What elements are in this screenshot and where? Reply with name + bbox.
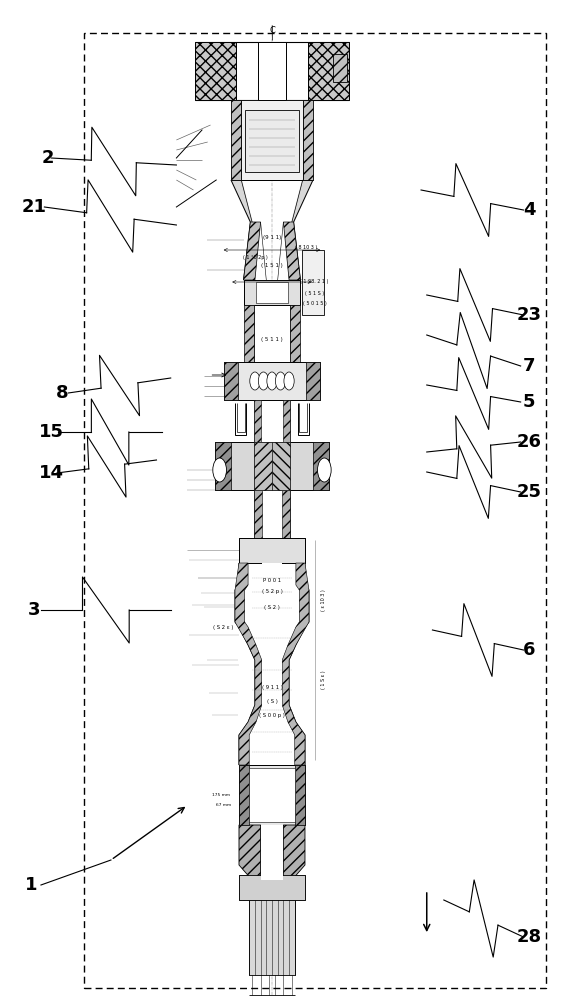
Circle shape [258, 372, 269, 390]
Polygon shape [272, 442, 290, 490]
Bar [256, 282, 288, 303]
Polygon shape [313, 442, 329, 490]
Text: ( 1 28. 2 1 ): ( 1 28. 2 1 ) [300, 279, 329, 284]
Text: ( 9 1 1 ): ( 9 1 1 ) [262, 686, 282, 690]
Text: 28: 28 [517, 928, 542, 946]
Text: ( 1 S ε ): ( 1 S ε ) [321, 671, 325, 689]
Text: ( 5 0 1 5 ): ( 5 0 1 5 ) [303, 300, 327, 306]
Polygon shape [295, 538, 305, 563]
Bar [231, 100, 241, 180]
Polygon shape [306, 362, 320, 400]
Polygon shape [239, 538, 249, 563]
Polygon shape [283, 222, 300, 280]
Polygon shape [224, 362, 238, 400]
Text: ( S 2 ): ( S 2 ) [264, 605, 280, 610]
Polygon shape [254, 400, 261, 445]
Circle shape [318, 458, 331, 482]
Text: C: C [269, 26, 275, 35]
Text: 23: 23 [517, 306, 542, 324]
Text: ( 1 °0 2p ): ( 1 °0 2p ) [242, 255, 267, 260]
Bar [215, 442, 329, 490]
Text: 6: 6 [523, 641, 535, 659]
Text: 2: 2 [42, 149, 55, 167]
Polygon shape [244, 222, 261, 280]
Text: ( 5 1 1 ): ( 5 1 1 ) [261, 338, 283, 342]
Bar [244, 280, 300, 305]
Bar [333, 54, 347, 82]
Circle shape [267, 372, 277, 390]
Text: 3: 3 [28, 601, 40, 619]
Polygon shape [231, 180, 252, 222]
Polygon shape [239, 825, 261, 880]
Circle shape [250, 372, 260, 390]
Text: 8: 8 [56, 384, 69, 402]
Text: P 0 0 1: P 0 0 1 [263, 578, 281, 582]
Bar [254, 490, 290, 540]
Bar [254, 305, 290, 365]
Polygon shape [235, 563, 262, 765]
Circle shape [284, 372, 294, 390]
Bar [249, 900, 295, 975]
Polygon shape [239, 765, 249, 825]
Bar [258, 42, 286, 100]
Text: 25: 25 [517, 483, 542, 501]
Text: ( ε 10 3 ): ( ε 10 3 ) [321, 589, 325, 611]
Bar [261, 825, 283, 880]
Text: ( 8 10 3 ): ( 8 10 3 ) [295, 245, 318, 250]
Polygon shape [283, 400, 290, 445]
Polygon shape [295, 765, 305, 825]
Bar [302, 250, 324, 315]
Text: 21: 21 [22, 198, 47, 216]
Text: 175 mm: 175 mm [212, 793, 230, 797]
Bar [224, 362, 320, 400]
Polygon shape [282, 490, 290, 540]
Polygon shape [283, 825, 305, 880]
Polygon shape [290, 305, 300, 365]
Text: 7: 7 [523, 357, 535, 375]
Text: 1: 1 [25, 876, 38, 894]
Bar [308, 42, 349, 100]
Circle shape [275, 372, 286, 390]
Bar [249, 768, 295, 822]
Text: 14: 14 [39, 464, 64, 482]
Text: ( S 0 0 p ): ( S 0 0 p ) [259, 712, 285, 718]
Polygon shape [292, 180, 313, 222]
Bar [262, 563, 282, 765]
Polygon shape [254, 490, 262, 540]
Polygon shape [244, 280, 255, 305]
Bar [84, 33, 546, 988]
Bar [254, 442, 290, 490]
Polygon shape [244, 305, 254, 365]
Text: 15: 15 [39, 423, 64, 441]
Bar [245, 110, 299, 172]
Polygon shape [215, 442, 231, 490]
Polygon shape [254, 442, 272, 490]
Bar [239, 875, 305, 900]
Polygon shape [289, 280, 300, 305]
Polygon shape [295, 875, 305, 900]
Bar [254, 400, 290, 445]
Text: 26: 26 [517, 433, 542, 451]
Text: ( S 2 ε ): ( S 2 ε ) [213, 626, 234, 631]
Text: ( 1 5 1 ): ( 1 5 1 ) [261, 262, 283, 267]
Text: 67 mm: 67 mm [216, 803, 231, 807]
Text: ( 5 1 S ): ( 5 1 S ) [305, 290, 324, 296]
Text: ( S ): ( S ) [266, 700, 278, 704]
Polygon shape [282, 563, 309, 765]
Circle shape [213, 458, 226, 482]
Bar [241, 100, 303, 180]
Text: (9 1 1): (9 1 1) [263, 235, 281, 240]
Text: 4: 4 [523, 201, 535, 219]
Text: ( 5 2 p ): ( 5 2 p ) [262, 589, 282, 594]
Text: 5: 5 [523, 393, 535, 411]
Bar [303, 100, 313, 180]
Bar [195, 42, 236, 100]
Bar [239, 765, 305, 825]
Polygon shape [239, 875, 249, 900]
Bar [239, 538, 305, 563]
